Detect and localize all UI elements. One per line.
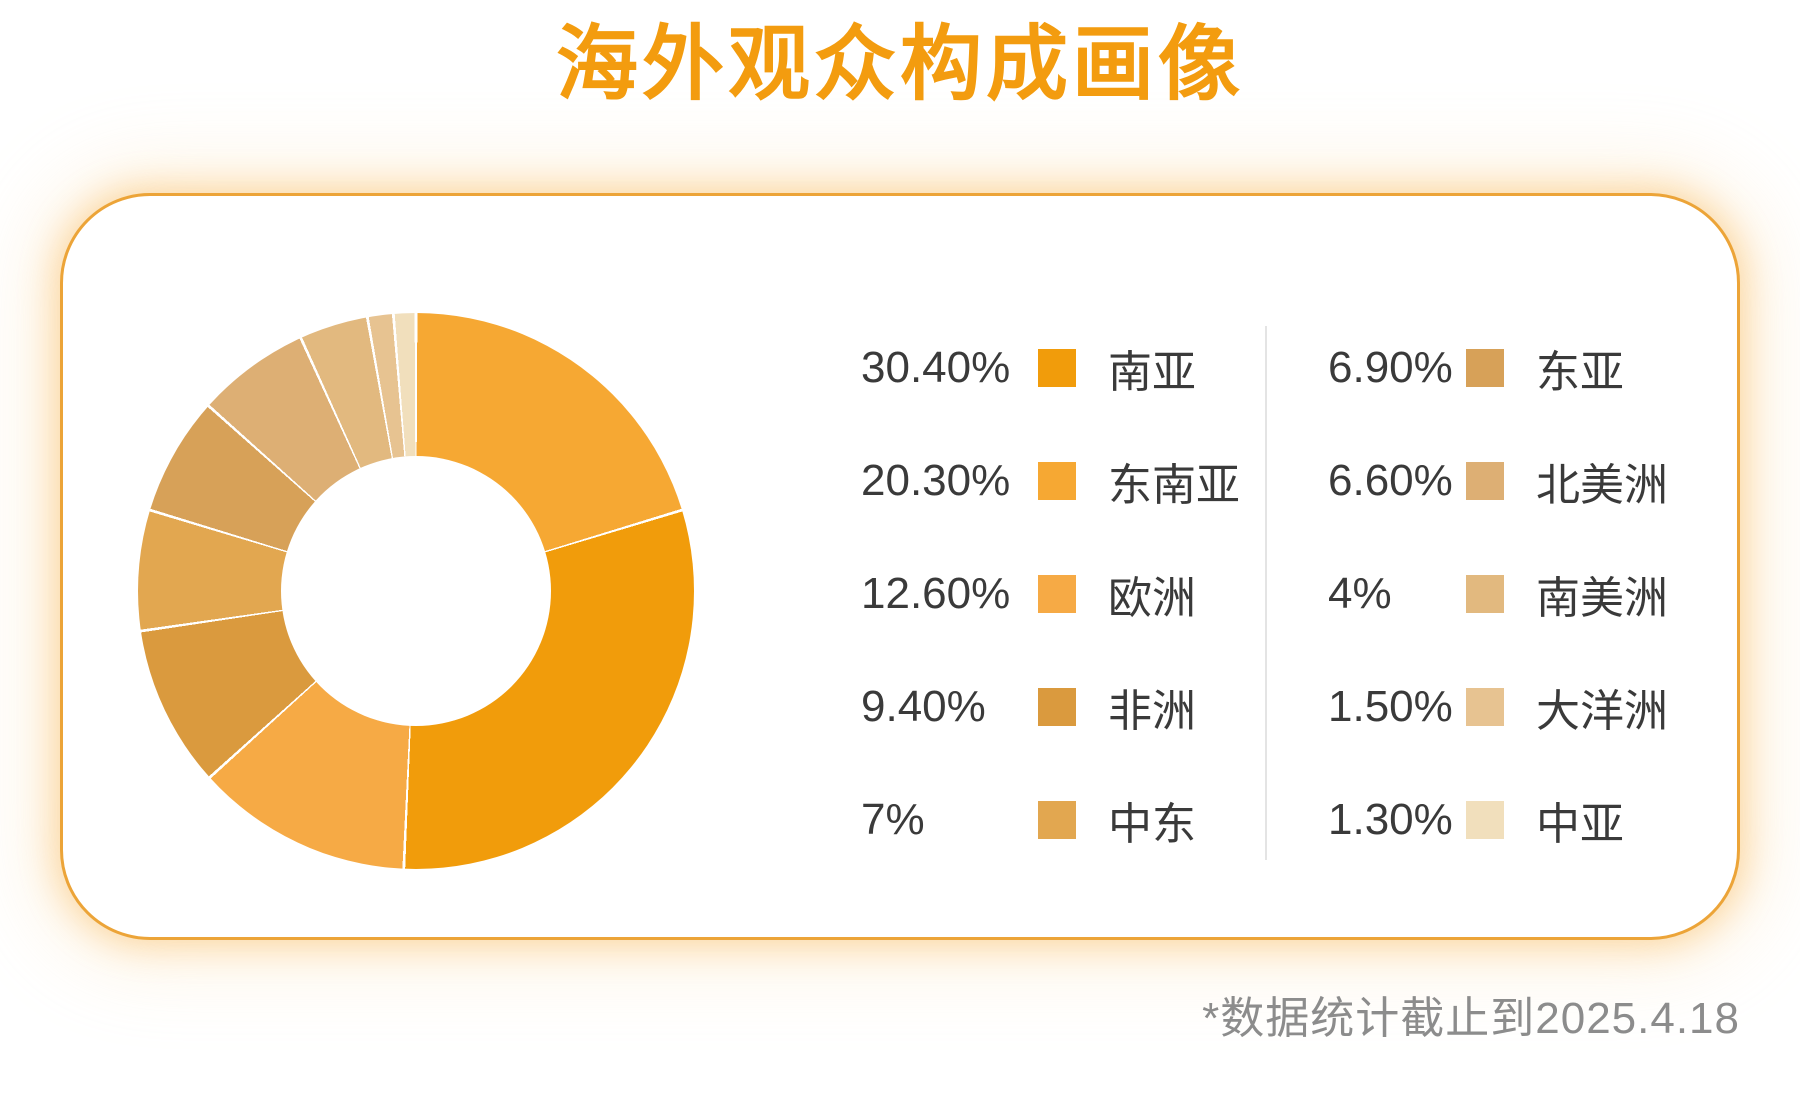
legend-item: 1.30% 中亚 [1328,763,1668,876]
legend-percent: 6.60% [1328,455,1453,505]
legend-color-swatch [1038,574,1076,613]
legend-column-left: 30.40% 南亚 20.30% 东南亚 12.60% 欧洲 9.40% 非洲 … [861,311,1240,876]
legend-color-swatch [1038,687,1076,726]
legend-color-swatch [1038,348,1076,387]
legend-item: 1.50% 大洋洲 [1328,650,1668,763]
legend-item: 30.40% 南亚 [861,311,1240,424]
legend-item: 6.60% 北美洲 [1328,424,1668,537]
legend-percent: 4% [1328,568,1392,618]
legend-item: 7% 中东 [861,763,1240,876]
chart-card: 30.40% 南亚 20.30% 东南亚 12.60% 欧洲 9.40% 非洲 … [60,193,1740,940]
legend-percent: 6.90% [1328,342,1453,392]
legend-percent: 30.40% [861,342,1011,392]
page-title: 海外观众构成画像 [555,19,1244,110]
legend-percent: 20.30% [861,455,1011,505]
legend-label: 中东 [1108,799,1196,849]
data-cutoff-footnote: *数据统计截止到2025.4.18 [1202,994,1740,1043]
legend-item: 6.90% 东亚 [1328,311,1668,424]
legend-color-swatch [1466,687,1504,726]
legend-item: 4% 南美洲 [1328,537,1668,650]
legend-item: 20.30% 东南亚 [861,424,1240,537]
legend-percent: 1.30% [1328,794,1453,844]
legend-label: 东南亚 [1108,460,1240,510]
legend-label: 非洲 [1108,686,1196,736]
legend-label: 南美洲 [1536,573,1668,623]
legend-percent: 9.40% [861,681,986,731]
legend-label: 欧洲 [1108,573,1196,623]
legend-label: 东亚 [1536,347,1624,397]
legend-item: 9.40% 非洲 [861,650,1240,763]
legend-column-right: 6.90% 东亚 6.60% 北美洲 4% 南美洲 1.50% 大洋洲 1.30… [1328,311,1668,876]
legend-color-swatch [1038,461,1076,500]
legend-color-swatch [1466,461,1504,500]
legend-percent: 1.50% [1328,681,1453,731]
legend-label: 北美洲 [1536,460,1668,510]
legend-item: 12.60% 欧洲 [861,537,1240,650]
legend-color-swatch [1466,800,1504,839]
legend-label: 南亚 [1108,347,1196,397]
legend-label: 中亚 [1536,799,1624,849]
legend-percent: 7% [861,794,925,844]
legend-label: 大洋洲 [1536,686,1668,736]
legend-color-swatch [1466,574,1504,613]
legend-color-swatch [1466,348,1504,387]
legend-color-swatch [1038,800,1076,839]
legend-divider [1265,326,1267,860]
legend-percent: 12.60% [861,568,1011,618]
donut-chart [138,313,694,869]
